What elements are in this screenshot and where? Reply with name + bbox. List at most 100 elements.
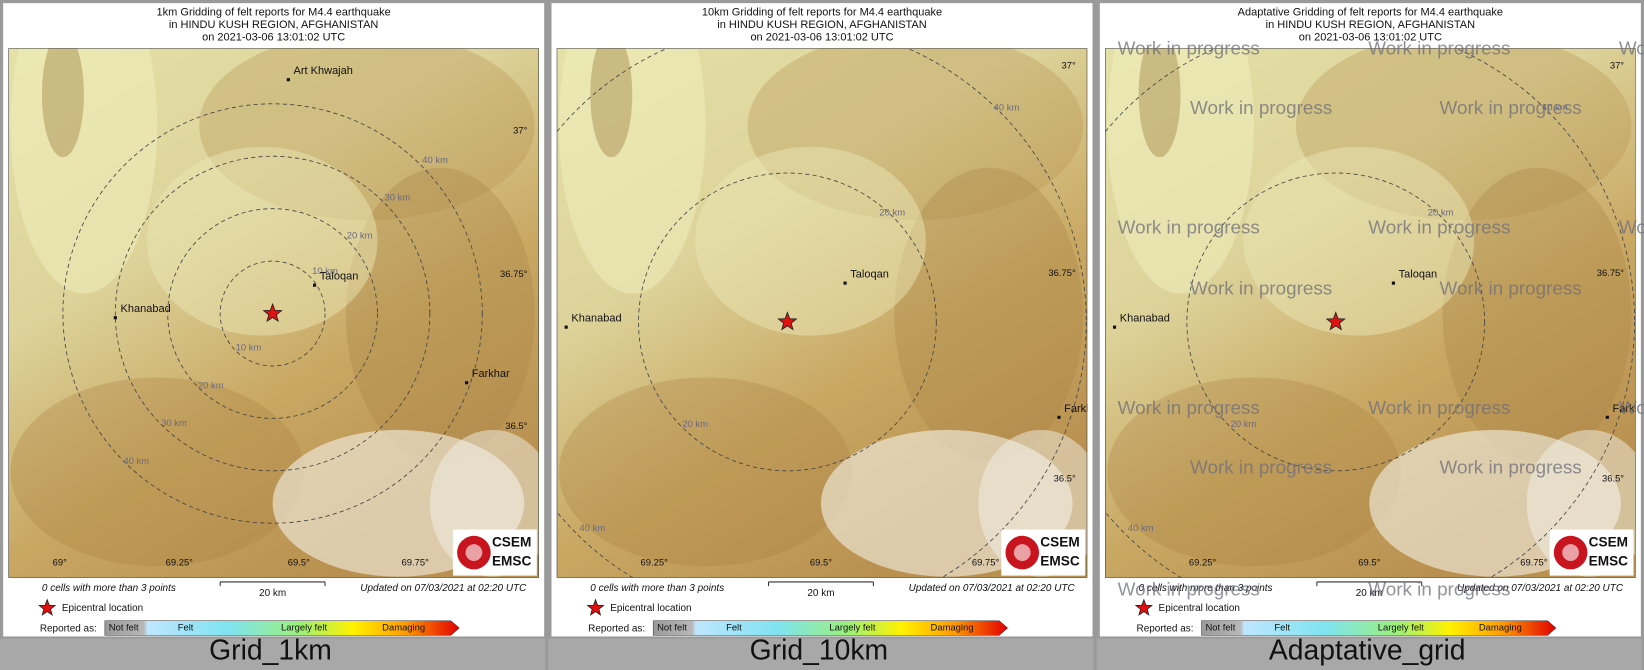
relief-shade <box>695 146 926 336</box>
epicenter-label: Epicentral location <box>1159 603 1240 614</box>
distance-ring <box>167 208 378 419</box>
longitude-label: 69.5° <box>810 557 832 568</box>
distance-label: 20 km <box>1428 206 1454 217</box>
relief-shade <box>345 167 535 462</box>
latitude-label: 37° <box>1061 60 1075 71</box>
panel: 1km Gridding of felt reports for M4.4 ea… <box>0 3 546 670</box>
relief-shade <box>1107 377 1401 567</box>
logo-emblem-inner <box>465 544 483 561</box>
logo-emblem-inner <box>1013 544 1031 561</box>
watermark: Work in progress <box>1118 397 1260 418</box>
distance-label: 20 km <box>682 418 708 429</box>
panel: Adaptative Gridding of felt reports for … <box>1096 3 1642 670</box>
map: 20 km 20 km 40 km 40 km Taloqan Khanabad Farkh… <box>556 48 1102 578</box>
cells-note: 0 cells with more than 3 points <box>590 583 724 594</box>
longitude-label: 69.25° <box>166 557 194 568</box>
distance-ring <box>62 103 483 524</box>
latitude-label: 36.75° <box>1597 267 1625 278</box>
panel-caption: Grid_10km <box>750 634 888 666</box>
scale-label: 20 km <box>807 588 834 599</box>
intensity-class: Felt <box>178 622 194 633</box>
distance-ring <box>638 172 937 472</box>
map-title: in HINDU KUSH REGION, AFGHANISTAN <box>717 19 926 31</box>
intensity-class: Damaging <box>1479 622 1522 633</box>
legend-star <box>586 598 605 616</box>
intensity-class: Damaging <box>382 622 425 633</box>
place-label: Khanabad <box>571 313 621 325</box>
relief-shade <box>41 48 84 158</box>
updated-note: Updated on 07/03/2021 at 02:20 UTC <box>360 583 527 594</box>
watermark: Work in progress <box>1190 457 1332 478</box>
place-label: Taloqan <box>850 269 889 281</box>
logo-text: CSEM <box>1589 535 1628 550</box>
place-label: Khanabad <box>1120 313 1170 325</box>
longitude-label: 69.75° <box>1520 557 1548 568</box>
distance-label: 20 km <box>879 206 905 217</box>
watermark: Work in progress <box>1440 97 1582 118</box>
distance-label: 10 km <box>236 342 262 353</box>
watermark: Work in progress <box>1118 578 1260 599</box>
longitude-label: 69.5° <box>288 557 310 568</box>
relief-shade <box>1442 167 1632 462</box>
watermark: Work in progress <box>1440 457 1582 478</box>
intensity-scale <box>1201 620 1557 636</box>
relief-shade <box>10 377 305 567</box>
map-title: on 2021-03-06 13:01:02 UTC <box>750 32 893 44</box>
watermark: Work in progress <box>1118 217 1260 238</box>
watermark: Work in progress <box>1190 277 1332 298</box>
intensity-class: Damaging <box>931 622 974 633</box>
place-label: Farkhar <box>1064 403 1102 415</box>
updated-note: Updated on 07/03/2021 at 02:20 UTC <box>909 583 1076 594</box>
logo-text: CSEM <box>492 535 531 550</box>
distance-ring <box>1105 48 1635 578</box>
watermark: Work in progress <box>1368 37 1510 58</box>
map-title: in HINDU KUSH REGION, AFGHANISTAN <box>1266 19 1475 31</box>
intensity-class: Felt <box>726 622 742 633</box>
longitude-label: 69.75° <box>402 557 430 568</box>
place-label: Farkhar <box>472 368 510 380</box>
latitude-label: 36.5° <box>1054 473 1076 484</box>
panel: 10km Gridding of felt reports for M4.4 e… <box>548 3 1102 670</box>
place-marker <box>113 316 117 320</box>
watermark-layer: Work in progress Work in progress Work in … <box>1118 37 1644 599</box>
longitude-label: 69.5° <box>1358 557 1380 568</box>
place-label: Khanabad <box>121 303 171 315</box>
relief-shade <box>894 167 1084 462</box>
distance-ring <box>219 260 326 367</box>
place-marker <box>1391 281 1395 285</box>
watermark: Work in progress <box>1619 217 1644 238</box>
relief-shade <box>1243 146 1475 336</box>
longitude-label: 69.75° <box>972 557 1000 568</box>
epicenter-label: Epicentral location <box>62 603 143 614</box>
caption-band <box>1096 638 1642 670</box>
map-title: in HINDU KUSH REGION, AFGHANISTAN <box>169 19 378 31</box>
relief-shade <box>1107 48 1254 294</box>
cells-note: 0 cells with more than 3 points <box>42 583 176 594</box>
watermark: Work in progress <box>1440 277 1582 298</box>
place-marker <box>1112 325 1117 329</box>
latitude-label: 36.5° <box>505 420 527 431</box>
place-marker <box>1057 415 1061 419</box>
place-label: Taloqan <box>320 271 359 283</box>
watermark: Work in progress <box>1368 217 1510 238</box>
distance-label: 40 km <box>1542 101 1568 112</box>
logo-text: EMSC <box>492 554 532 569</box>
logo-emblem-inner <box>1562 544 1579 561</box>
longitude-label: 69° <box>53 557 67 568</box>
panel-caption: Grid_1km <box>209 634 332 666</box>
legend-star <box>1134 598 1153 616</box>
distance-label: 40 km <box>123 455 149 466</box>
latitude-label: 36.5° <box>1602 473 1624 484</box>
reported-as-label: Reported as: <box>588 624 645 635</box>
scale-label: 20 km <box>259 588 286 599</box>
epicenter-star <box>1325 311 1346 331</box>
panel-caption: Adaptative_grid <box>1269 634 1466 666</box>
place-marker <box>1605 415 1609 419</box>
place-marker <box>464 381 469 385</box>
reported-as-label: Reported as: <box>40 624 97 635</box>
intensity-scale <box>652 620 1008 636</box>
reported-as-label: Reported as: <box>1137 624 1194 635</box>
logo-text: EMSC <box>1589 554 1629 569</box>
relief-shade <box>590 48 633 158</box>
